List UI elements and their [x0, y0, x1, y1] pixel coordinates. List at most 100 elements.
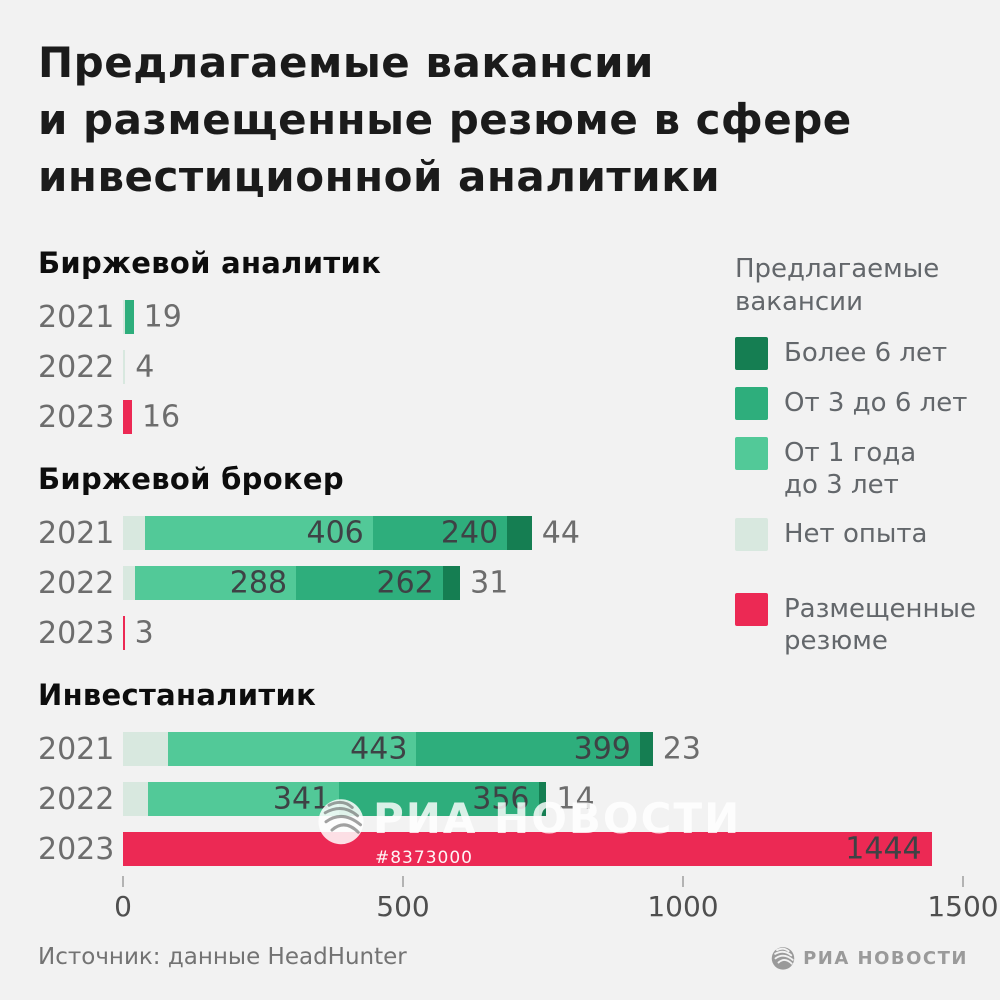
- axis-tick: [402, 876, 404, 887]
- legend-label-line: От 1 года: [784, 438, 917, 468]
- value-label: 1444: [845, 831, 922, 867]
- legend-label-line: до 3 лет: [784, 470, 899, 500]
- title-line-2: и размещенные резюме в сфере: [38, 95, 852, 144]
- axis-tick-label: 500: [376, 890, 430, 923]
- year-label: 2021: [38, 731, 115, 767]
- bar-segment: [123, 732, 169, 766]
- legend-swatch: [735, 437, 768, 470]
- bar-segment: [372, 516, 508, 550]
- legend-item: Нет опыта: [735, 518, 990, 551]
- watermark-id: #8373000: [375, 848, 473, 868]
- bar-segment: [123, 782, 149, 816]
- brand-logo: РИА НОВОСТИ: [771, 946, 968, 970]
- bar-track: 4040624044: [123, 515, 963, 551]
- value-label: 3: [134, 615, 154, 651]
- value-label: 240: [440, 515, 499, 551]
- bar-segment: [123, 350, 126, 384]
- bar-track: 3: [123, 615, 963, 651]
- bar-segment: [416, 732, 640, 766]
- ria-globe-icon: [318, 799, 364, 845]
- legend-label-line: Размещенные: [784, 594, 977, 624]
- value-label: 4: [135, 349, 155, 385]
- bar-row: 20218144339923: [38, 724, 973, 774]
- bar-track: 16: [123, 399, 963, 435]
- axis-tick: [122, 876, 124, 887]
- value-label: 23: [662, 731, 701, 767]
- watermark-logo-text: РИА НОВОСТИ: [373, 794, 742, 843]
- bar-segment: [123, 300, 125, 334]
- bar-segment: [168, 732, 417, 766]
- legend-label: От 1 года до 3 лет: [784, 437, 916, 501]
- bar-row: 2021 19: [38, 292, 973, 342]
- value-label: 44: [541, 515, 580, 551]
- chart: Биржевой аналитик 2021 19 2022 4 2023 16 Биржев…: [38, 246, 999, 926]
- year-label: 2022: [38, 781, 115, 817]
- bar-segment: [124, 300, 134, 334]
- axis-tick-label: 1500: [927, 890, 999, 923]
- year-label: 2023: [38, 615, 115, 651]
- section-title: Биржевой аналитик: [38, 246, 382, 280]
- legend-label: Размещенные резюме: [784, 593, 976, 657]
- year-label: 2022: [38, 565, 115, 601]
- chart-section: Биржевой брокер2021404062404420222128826…: [38, 462, 973, 658]
- bar-row: 20222128826231: [38, 558, 973, 608]
- page-title: Предлагаемые вакансии и размещенные резю…: [38, 34, 852, 205]
- legend-swatch: [735, 518, 768, 551]
- chart-section: Биржевой аналитик 2021 19 2022 4 2023 16: [38, 246, 973, 442]
- bar-segment: [134, 566, 297, 600]
- year-label: 2023: [38, 399, 115, 435]
- bar-track: 4: [123, 349, 963, 385]
- legend-title-line-1: Предлагаемые: [735, 254, 940, 284]
- x-axis: 0 500 1000 1500: [114, 876, 999, 926]
- bar-segment: [639, 732, 653, 766]
- legend-item: Размещенные резюме: [735, 593, 990, 657]
- value-label: 341: [272, 781, 331, 817]
- legend-label-line: От 3 до 6 лет: [784, 388, 968, 418]
- bar-segment: [123, 516, 146, 550]
- bar-segment: [339, 782, 539, 816]
- source-note: Источник: данные HeadHunter: [38, 944, 407, 970]
- bar-row: 20224534135614: [38, 774, 973, 824]
- year-label: 2022: [38, 349, 115, 385]
- legend-title-line-2: вакансии: [735, 287, 863, 317]
- section-title: Биржевой брокер: [38, 462, 344, 496]
- year-label: 2021: [38, 515, 115, 551]
- value-label: 356: [472, 781, 530, 817]
- brand-text: РИА НОВОСТИ: [803, 947, 968, 969]
- legend-label: От 3 до 6 лет: [784, 387, 967, 420]
- value-label: 443: [350, 731, 408, 767]
- bar-segment: [123, 832, 932, 866]
- value-label: 406: [306, 515, 364, 551]
- title-line-1: Предлагаемые вакансии: [38, 38, 654, 87]
- axis-tick: [682, 876, 684, 887]
- bar-track: 4534135614: [123, 781, 963, 817]
- bar-segment: [296, 566, 443, 600]
- axis-tick: [962, 876, 964, 887]
- bar-row: 2023 3: [38, 608, 973, 658]
- bar-segment: [145, 516, 373, 550]
- bar-segment: [123, 566, 135, 600]
- bar-track: 2128826231: [123, 565, 963, 601]
- bar-segment: [538, 782, 547, 816]
- value-label: 14: [556, 781, 595, 817]
- bar-row: 2022 4: [38, 342, 973, 392]
- value-label: 288: [229, 565, 288, 601]
- legend-label: Более 6 лет: [784, 337, 947, 370]
- bar-track: 8144339923: [123, 731, 963, 767]
- ria-globe-icon: [771, 947, 795, 970]
- bar-segment: [507, 516, 532, 550]
- legend-label: Нет опыта: [784, 518, 927, 551]
- legend-item: От 3 до 6 лет: [735, 387, 990, 420]
- bar-track: 19: [123, 300, 963, 335]
- bar-segment: [123, 616, 125, 650]
- axis-tick-label: 0: [114, 890, 132, 923]
- watermark-overlay: РИА НОВОСТИ #8373000: [301, 778, 995, 893]
- legend-label-line: Нет опыта: [784, 519, 928, 549]
- axis-tick-label: 1000: [647, 890, 719, 923]
- value-label: 16: [141, 399, 181, 435]
- legend-swatch: [735, 337, 768, 370]
- bar-segment: [123, 400, 132, 434]
- chart-section: Инвестаналитик20218144339923202245341356…: [38, 678, 973, 874]
- bar-track: 1444: [123, 831, 963, 867]
